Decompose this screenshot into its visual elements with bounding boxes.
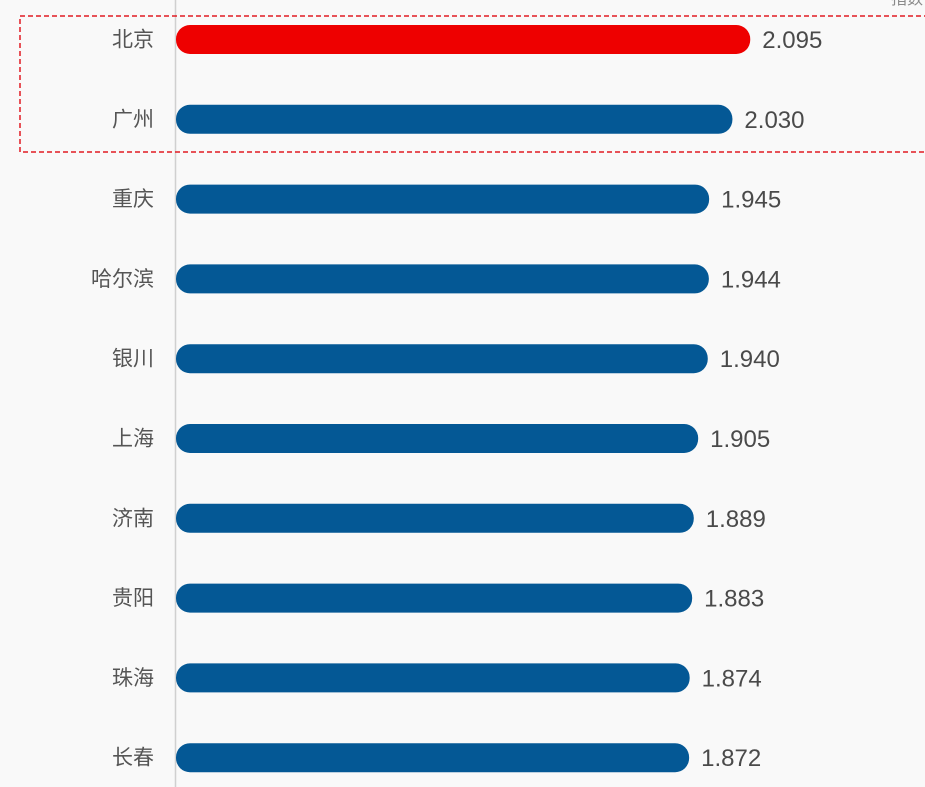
top-right-note: 指数	[891, 0, 923, 8]
highlight-box	[19, 15, 925, 153]
value-label: 1.889	[706, 506, 766, 533]
value-label: 1.874	[702, 665, 762, 692]
bar	[176, 104, 733, 134]
value-label: 1.905	[710, 426, 770, 453]
category-label: 北京	[112, 28, 154, 52]
value-label: 1.883	[704, 586, 764, 613]
value-label: 2.030	[744, 107, 804, 134]
category-label: 哈尔滨	[91, 267, 154, 291]
category-label: 济南	[112, 506, 154, 530]
category-label: 广州	[112, 107, 154, 131]
bars-group: 北京 2.095 广州 2.030 重庆 1.945 哈尔滨 1.944 银川 1.940 上海 1.…	[91, 25, 822, 773]
bar	[176, 344, 708, 374]
bar	[176, 583, 693, 613]
value-label: 2.095	[762, 27, 822, 54]
value-label: 1.940	[720, 346, 780, 373]
bar	[176, 503, 694, 533]
category-label: 上海	[112, 427, 154, 451]
category-label: 重庆	[112, 187, 154, 211]
bar	[176, 264, 709, 294]
category-label: 贵阳	[112, 586, 154, 610]
category-label: 银川	[112, 347, 154, 371]
bar-highlighted	[176, 25, 751, 54]
bar	[176, 663, 690, 693]
value-label: 1.945	[721, 187, 781, 214]
bar	[176, 743, 690, 773]
category-label: 长春	[112, 746, 154, 770]
bar	[176, 184, 710, 214]
bar	[176, 424, 699, 453]
value-label: 1.872	[701, 745, 761, 772]
value-label: 1.944	[721, 266, 781, 293]
category-label: 珠海	[112, 666, 154, 690]
